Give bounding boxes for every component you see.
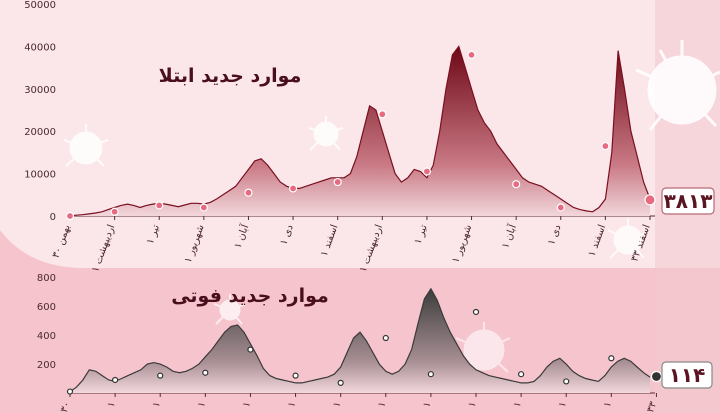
chart-title: موارد جدید فوتی	[171, 285, 329, 307]
data-point	[608, 355, 615, 362]
y-tick-label: 10000	[24, 170, 56, 181]
data-point	[155, 201, 164, 210]
deaths-line	[69, 287, 651, 393]
data-point	[199, 203, 208, 212]
virus-icon	[635, 40, 720, 131]
data-point	[512, 180, 521, 189]
data-point	[110, 207, 119, 216]
x-tick-label: ۱	[331, 400, 343, 409]
y-tick-label: 40000	[24, 42, 56, 53]
y-tick-label: 800	[37, 273, 56, 284]
callout-value: ۳۸۱۳	[664, 189, 713, 213]
data-point	[112, 376, 119, 384]
x-tick-label: ۱	[512, 400, 524, 409]
x-tick-label: ۱	[196, 400, 208, 409]
data-point	[518, 371, 525, 378]
x-tick-label: ۱	[557, 400, 569, 409]
x-tick-label: ۳۰	[59, 400, 73, 413]
data-point	[650, 370, 663, 383]
x-tick-label: ۱	[467, 400, 479, 409]
cases-line	[69, 45, 651, 217]
x-tick-label: ۱	[602, 400, 614, 409]
data-point	[202, 369, 209, 376]
data-point	[601, 141, 610, 151]
data-point	[288, 184, 298, 193]
data-point	[382, 334, 389, 342]
virus-icon	[607, 218, 649, 259]
data-point	[556, 203, 565, 212]
y-tick-label: 30000	[24, 85, 56, 96]
data-point	[66, 388, 74, 395]
cases-area	[70, 46, 650, 217]
data-point	[644, 194, 656, 206]
x-tick-label: ۱	[422, 400, 434, 409]
data-point	[292, 372, 299, 379]
data-point	[337, 379, 344, 386]
y-tick-label: 200	[37, 360, 56, 371]
deaths-chart: 200 400 600 800 ۳۰ ۱ ۱ ۱ ۱ ۱ ۱ ۱ ۱ ۱ ۱ ۱ ۱ ۳۳ موارد جدید…	[37, 273, 713, 413]
y-tick-label: 600	[37, 302, 56, 313]
data-point	[472, 308, 480, 316]
virus-icon	[213, 294, 247, 325]
y-tick-label: 20000	[24, 127, 56, 138]
x-tick-label: ۱	[376, 400, 388, 409]
data-point	[333, 177, 342, 187]
data-point	[65, 211, 75, 221]
x-tick-label: ۱	[241, 400, 253, 409]
latest-callout: ۳۸۱۳	[661, 187, 715, 215]
x-tick-label: ۱	[106, 400, 118, 409]
y-tick-label: 0	[50, 212, 56, 223]
data-point	[378, 110, 387, 119]
y-tick-label: 50000	[24, 0, 56, 11]
data-point	[467, 50, 476, 59]
y-tick-label: 400	[37, 331, 56, 342]
data-point	[157, 372, 164, 379]
deaths-area	[70, 288, 650, 393]
virus-icon	[308, 116, 344, 151]
data-point	[563, 378, 570, 385]
data-point	[244, 188, 253, 197]
latest-callout: ۱۱۴	[661, 361, 713, 389]
virus-icon	[63, 124, 109, 167]
bg-bottom	[0, 230, 720, 413]
data-point	[422, 167, 432, 176]
data-point	[247, 346, 254, 353]
x-tick-label: ۱	[286, 400, 298, 409]
chart-title: موارد جدید ابتلا	[159, 65, 302, 87]
x-tick-label: ۳۳	[645, 400, 659, 413]
callout-value: ۱۱۴	[669, 363, 706, 387]
data-point	[427, 371, 434, 378]
x-tick-label: ۱	[151, 400, 163, 409]
